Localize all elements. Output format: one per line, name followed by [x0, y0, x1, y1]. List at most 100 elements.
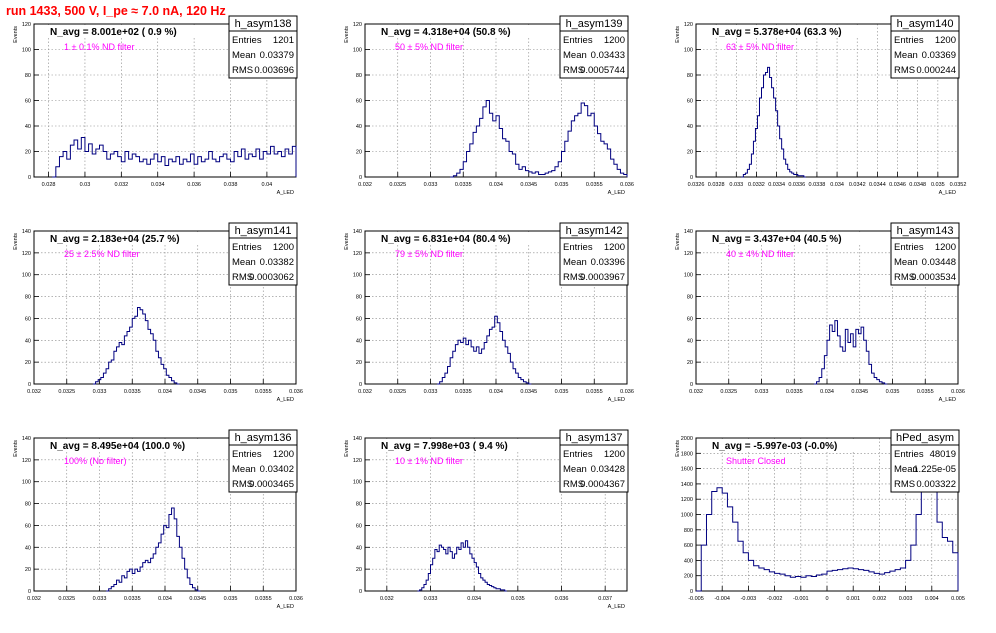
- y-tick-label: 0: [28, 382, 31, 388]
- histogram-pad: 0.028 0.03 0.032 0.034 0.036 0.038 0.04 0 20 40 60…: [6, 12, 336, 219]
- y-tick-label: 120: [22, 458, 31, 464]
- x-tick-label: 0.033: [729, 182, 743, 188]
- x-tick-label: 0.0334: [768, 182, 785, 188]
- y-tick-label: 80: [25, 295, 31, 301]
- stats-key: Mean: [894, 50, 918, 61]
- x-tick-label: 0.04: [262, 182, 273, 188]
- x-tick-label: 0.032: [114, 182, 128, 188]
- navg-label: N_avg = 7.998e+03 ( 9.4 %): [381, 441, 508, 452]
- stats-value: 1200: [604, 35, 625, 46]
- x-tick-label: 0.035: [555, 389, 569, 395]
- plot-frame: [364, 437, 628, 592]
- x-tick-label: 0.0355: [917, 389, 934, 395]
- x-tick-label: 0.0345: [520, 389, 537, 395]
- y-tick-label: 200: [684, 574, 693, 580]
- y-tick-label: 100: [684, 48, 693, 54]
- y-tick-label: 120: [22, 22, 31, 28]
- histogram-pad: 0.032 0.0325 0.033 0.0335 0.034 0.0345 0.035 0.…: [6, 426, 336, 633]
- y-tick-label: 100: [353, 273, 362, 279]
- stats-box: [559, 222, 629, 286]
- x-tick-label: 0.032: [380, 596, 394, 602]
- y-tick-label: 20: [687, 150, 693, 156]
- x-tick-label: 0.0352: [950, 182, 967, 188]
- stats-value: 0.03428: [591, 464, 625, 475]
- stats-box: [890, 429, 960, 493]
- x-tick-label: 0.0332: [748, 182, 765, 188]
- y-tick-label: 0: [359, 382, 362, 388]
- stats-box: [559, 15, 629, 79]
- x-tick-label: 0.033: [424, 389, 438, 395]
- x-tick-label: 0.036: [289, 596, 303, 602]
- filter-label: 50 ± 5% ND filter: [395, 42, 463, 52]
- x-tick-label: 0.032: [358, 389, 372, 395]
- x-tick-label: 0.0335: [455, 182, 472, 188]
- x-tick-label: 0.0335: [786, 389, 803, 395]
- x-tick-label: 0.0355: [586, 389, 603, 395]
- x-axis-label: A_LED: [277, 397, 294, 403]
- x-tick-label: 0.038: [224, 182, 238, 188]
- x-tick-label: 0.033: [93, 389, 107, 395]
- y-axis-label: Events: [344, 440, 350, 457]
- y-tick-label: 60: [687, 316, 693, 322]
- y-tick-label: 80: [25, 502, 31, 508]
- y-tick-label: 100: [22, 480, 31, 486]
- stats-value: 0.0003534: [911, 272, 956, 283]
- stats-key: Mean: [894, 464, 918, 475]
- y-tick-label: 1400: [681, 482, 693, 488]
- x-tick-label: 0.0325: [720, 389, 737, 395]
- x-tick-label: 0.032: [27, 389, 41, 395]
- histogram-line: [106, 507, 201, 592]
- x-tick-label: 0.036: [289, 389, 303, 395]
- stats-value: 0.003696: [254, 65, 294, 76]
- y-tick-label: 400: [684, 558, 693, 564]
- stats-value: 1201: [273, 35, 294, 46]
- stats-value: 0.0003465: [249, 479, 294, 490]
- x-tick-label: 0.035: [555, 182, 569, 188]
- histogram-svg: 0.032 0.0325 0.033 0.0335 0.034 0.0345 0.035 0.…: [13, 222, 303, 403]
- x-tick-label: 0.0325: [389, 389, 406, 395]
- y-tick-label: 60: [25, 99, 31, 105]
- x-axis-label: A_LED: [277, 190, 294, 196]
- x-tick-label: 0.032: [27, 596, 41, 602]
- x-tick-label: 0.0325: [58, 389, 75, 395]
- navg-bg: [35, 25, 215, 38]
- x-tick-label: 0.0355: [586, 182, 603, 188]
- stats-key: RMS: [563, 65, 584, 76]
- y-axis-label: Events: [344, 233, 350, 250]
- y-tick-label: 120: [353, 251, 362, 257]
- x-axis-label: A_LED: [608, 190, 625, 196]
- histogram-pad: 0.032 0.0325 0.033 0.0335 0.034 0.0345 0.035 0.…: [6, 219, 336, 426]
- stats-value: 0.03379: [260, 50, 294, 61]
- y-tick-label: 100: [353, 480, 362, 486]
- x-tick-label: -0.001: [793, 596, 809, 602]
- stats-value: 0.0003062: [249, 272, 294, 283]
- stats-key: Entries: [232, 242, 262, 253]
- y-tick-label: 0: [690, 382, 693, 388]
- histogram-pad: 0.032 0.0325 0.033 0.0335 0.034 0.0345 0.035 0.…: [337, 219, 667, 426]
- x-tick-label: 0.0326: [688, 182, 705, 188]
- x-tick-label: 0.005: [951, 596, 965, 602]
- x-tick-label: 0.035: [511, 596, 525, 602]
- x-tick-label: 0.0335: [124, 596, 141, 602]
- x-tick-label: 0.001: [846, 596, 860, 602]
- x-tick-label: 0.034: [158, 596, 172, 602]
- stats-box: [228, 222, 298, 286]
- y-tick-label: 140: [684, 229, 693, 235]
- stats-key: RMS: [563, 272, 584, 283]
- y-tick-label: 60: [356, 316, 362, 322]
- filter-label: Shutter Closed: [726, 456, 786, 466]
- y-tick-label: 20: [687, 360, 693, 366]
- y-tick-label: 140: [22, 229, 31, 235]
- x-tick-label: 0.0335: [455, 389, 472, 395]
- x-axis-label: A_LED: [939, 397, 956, 403]
- x-tick-label: 0.033: [93, 596, 107, 602]
- stats-value: 1.225e-05: [913, 464, 956, 475]
- y-tick-label: 0: [359, 589, 362, 595]
- stats-key: RMS: [894, 272, 915, 283]
- y-tick-label: 140: [353, 229, 362, 235]
- x-tick-label: -0.005: [688, 596, 704, 602]
- y-tick-label: 800: [684, 528, 693, 534]
- x-tick-label: -0.004: [714, 596, 730, 602]
- x-tick-label: 0.0342: [849, 182, 866, 188]
- y-tick-label: 40: [356, 338, 362, 344]
